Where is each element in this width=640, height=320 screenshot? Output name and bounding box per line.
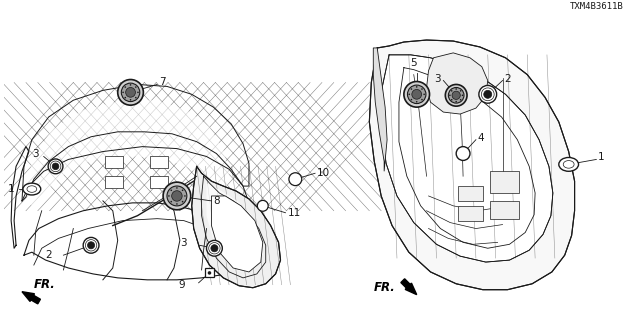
Circle shape xyxy=(168,195,170,197)
Circle shape xyxy=(208,271,211,275)
FancyBboxPatch shape xyxy=(490,171,519,193)
Polygon shape xyxy=(381,55,553,262)
FancyBboxPatch shape xyxy=(458,206,483,220)
Circle shape xyxy=(176,187,178,189)
Text: 2: 2 xyxy=(45,250,52,260)
Circle shape xyxy=(257,200,268,211)
Circle shape xyxy=(412,90,422,99)
Circle shape xyxy=(207,240,222,256)
Circle shape xyxy=(411,88,412,90)
Circle shape xyxy=(449,94,451,96)
Circle shape xyxy=(456,147,470,160)
Circle shape xyxy=(130,99,131,100)
Polygon shape xyxy=(207,183,263,272)
Circle shape xyxy=(172,191,182,201)
Circle shape xyxy=(176,203,178,205)
Circle shape xyxy=(484,90,492,98)
Circle shape xyxy=(130,84,131,86)
FancyBboxPatch shape xyxy=(150,176,168,188)
Circle shape xyxy=(167,186,187,206)
Text: FR.: FR. xyxy=(34,278,56,291)
Circle shape xyxy=(411,99,412,100)
Circle shape xyxy=(451,99,452,100)
FancyBboxPatch shape xyxy=(205,268,214,277)
Circle shape xyxy=(125,86,126,88)
FancyBboxPatch shape xyxy=(105,176,123,188)
Circle shape xyxy=(479,85,497,103)
FancyBboxPatch shape xyxy=(490,201,519,219)
FancyBboxPatch shape xyxy=(458,186,483,201)
Text: 11: 11 xyxy=(287,208,301,218)
Circle shape xyxy=(445,84,467,106)
Polygon shape xyxy=(192,166,280,288)
Circle shape xyxy=(182,201,184,203)
Text: 7: 7 xyxy=(159,77,166,87)
Circle shape xyxy=(170,201,172,203)
Polygon shape xyxy=(211,196,263,272)
Circle shape xyxy=(118,79,143,105)
Text: 1: 1 xyxy=(598,152,605,163)
FancyBboxPatch shape xyxy=(150,156,168,168)
Circle shape xyxy=(135,86,136,88)
Circle shape xyxy=(449,87,464,103)
Circle shape xyxy=(137,92,139,93)
Circle shape xyxy=(125,87,136,97)
Polygon shape xyxy=(369,40,575,290)
Circle shape xyxy=(421,99,423,100)
Text: TXM4B3611B: TXM4B3611B xyxy=(570,3,624,12)
Text: 3: 3 xyxy=(434,74,440,84)
Circle shape xyxy=(460,99,461,100)
Circle shape xyxy=(163,182,191,210)
Circle shape xyxy=(170,189,172,191)
Circle shape xyxy=(416,101,417,102)
Text: 3: 3 xyxy=(180,238,187,248)
Circle shape xyxy=(88,242,95,249)
Circle shape xyxy=(52,163,59,170)
FancyBboxPatch shape xyxy=(105,156,123,168)
Text: 5: 5 xyxy=(410,58,417,68)
Polygon shape xyxy=(427,53,488,114)
Circle shape xyxy=(423,93,425,95)
Text: 1: 1 xyxy=(8,184,15,194)
Circle shape xyxy=(408,93,410,95)
Polygon shape xyxy=(405,283,417,295)
Text: 4: 4 xyxy=(478,133,484,143)
Circle shape xyxy=(48,159,63,174)
Polygon shape xyxy=(26,100,229,206)
Polygon shape xyxy=(373,48,387,171)
Circle shape xyxy=(460,90,461,92)
Circle shape xyxy=(451,90,452,92)
Text: 2: 2 xyxy=(504,74,511,84)
Ellipse shape xyxy=(23,183,41,195)
Circle shape xyxy=(461,94,463,96)
Circle shape xyxy=(421,88,423,90)
Circle shape xyxy=(83,237,99,253)
Circle shape xyxy=(122,83,140,101)
Text: FR.: FR. xyxy=(373,281,395,294)
Circle shape xyxy=(135,97,136,98)
Circle shape xyxy=(122,92,124,93)
Ellipse shape xyxy=(559,157,579,171)
Polygon shape xyxy=(401,279,410,288)
Circle shape xyxy=(408,85,426,104)
Circle shape xyxy=(182,189,184,191)
Circle shape xyxy=(452,91,460,100)
Text: 8: 8 xyxy=(213,196,220,206)
Circle shape xyxy=(404,82,429,107)
Circle shape xyxy=(211,245,218,252)
Circle shape xyxy=(416,86,417,88)
Circle shape xyxy=(125,97,126,98)
Text: 3: 3 xyxy=(32,148,38,158)
Circle shape xyxy=(456,101,457,102)
Circle shape xyxy=(456,88,457,90)
Circle shape xyxy=(289,173,301,186)
Circle shape xyxy=(184,195,186,197)
Polygon shape xyxy=(22,292,35,301)
Text: 9: 9 xyxy=(178,280,185,290)
Text: 10: 10 xyxy=(317,168,330,178)
Polygon shape xyxy=(31,295,40,304)
